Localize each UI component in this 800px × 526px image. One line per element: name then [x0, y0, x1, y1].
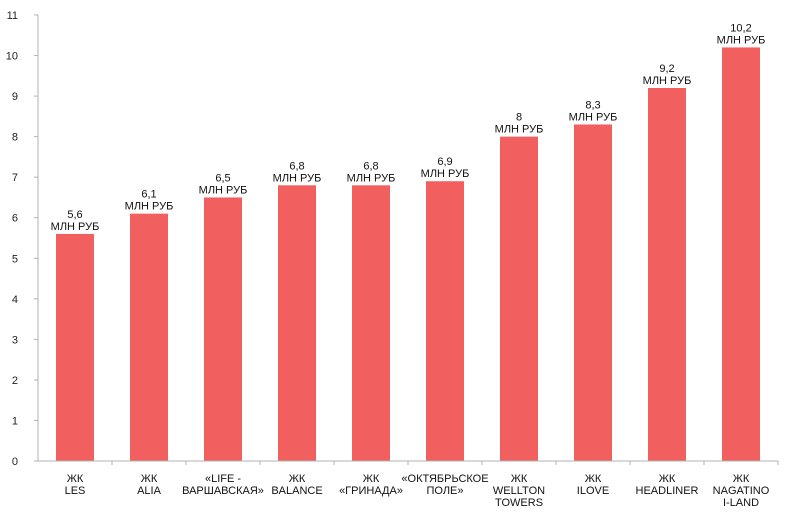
- y-tick-label: 4: [12, 294, 18, 306]
- y-tick-label: 8: [12, 132, 18, 144]
- data-label: 10,2: [730, 22, 751, 34]
- data-label: 5,6: [67, 209, 82, 221]
- x-tick-label: ЖК: [363, 473, 380, 485]
- bar: [56, 233, 94, 461]
- x-tick-label: ПОЛЕ»: [426, 485, 463, 497]
- y-tick-label: 5: [12, 253, 18, 265]
- data-label: 6,8: [289, 160, 304, 172]
- bar: [500, 136, 538, 462]
- data-label: 8: [516, 112, 522, 124]
- data-label-unit: МЛН РУБ: [717, 34, 766, 46]
- data-label-unit: МЛН РУБ: [569, 111, 618, 123]
- x-tick-label: ALIA: [137, 485, 162, 497]
- x-tick-label: ЖК: [511, 473, 528, 485]
- bar: [426, 181, 464, 461]
- y-tick-label: 3: [12, 334, 18, 346]
- x-tick-label: ЖК: [67, 473, 84, 485]
- x-tick-label: ЖК: [733, 473, 750, 485]
- data-label-unit: МЛН РУБ: [643, 75, 692, 87]
- x-tick-label: NAGATINO: [713, 485, 770, 497]
- x-tick-label: WELLTON: [493, 485, 545, 497]
- x-tick-label: LES: [65, 485, 86, 497]
- x-tick-label: ЖК: [141, 473, 158, 485]
- bar: [352, 185, 390, 462]
- data-label-unit: МЛН РУБ: [273, 172, 322, 184]
- bars: [56, 47, 760, 462]
- bar: [278, 185, 316, 462]
- x-tick-label: ILOVE: [577, 485, 609, 497]
- x-tick-label: ЖК: [585, 473, 602, 485]
- y-tick-label: 0: [12, 456, 18, 468]
- y-tick-label: 1: [12, 415, 18, 427]
- data-label-unit: МЛН РУБ: [347, 172, 396, 184]
- bar: [648, 87, 686, 462]
- x-tick-label: BALANCE: [271, 485, 322, 497]
- data-label-unit: МЛН РУБ: [51, 221, 100, 233]
- y-tick-label: 7: [12, 172, 18, 184]
- bar: [130, 213, 168, 461]
- data-label: 8,3: [585, 99, 600, 111]
- data-label: 6,9: [437, 156, 452, 168]
- data-label: 9,2: [659, 63, 674, 75]
- bar: [204, 197, 242, 462]
- bar: [574, 124, 612, 462]
- y-tick-label: 6: [12, 213, 18, 225]
- y-tick-label: 11: [7, 10, 18, 22]
- x-tick-label: ЖК: [289, 473, 306, 485]
- x-tick-label: ВАРШАВСКАЯ»: [182, 485, 264, 497]
- y-tick-label: 10: [6, 51, 18, 63]
- x-tick-label: HEADLINER: [636, 485, 699, 497]
- data-label: 6,8: [363, 160, 378, 172]
- x-tick-label: «ГРИНАДА»: [339, 485, 403, 497]
- data-label-unit: МЛН РУБ: [125, 201, 174, 213]
- data-label-unit: МЛН РУБ: [495, 124, 544, 136]
- data-label-unit: МЛН РУБ: [199, 184, 248, 196]
- x-tick-label: «ОКТЯБРЬСКОЕ: [401, 473, 488, 485]
- x-tick-label: ЖК: [659, 473, 676, 485]
- data-label-unit: МЛН РУБ: [421, 168, 470, 180]
- x-tick-label: TOWERS: [495, 497, 543, 509]
- bar: [722, 47, 760, 461]
- y-axis: 0 1 2 3 4 5 6 7 8 9 10 11: [6, 10, 39, 468]
- y-tick-label: 2: [12, 375, 18, 387]
- x-tick-label: I-LAND: [723, 497, 759, 509]
- y-tick-label: 9: [12, 91, 18, 103]
- x-tick-label: «LIFE -: [205, 473, 241, 485]
- data-label: 6,5: [215, 172, 230, 184]
- data-label: 6,1: [141, 189, 156, 201]
